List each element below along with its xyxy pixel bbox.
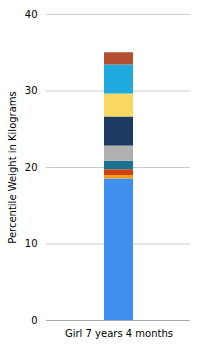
svg-text:Girl 7 years 4 months: Girl 7 years 4 months [65,328,173,339]
svg-text:30: 30 [25,85,38,96]
svg-text:10: 10 [25,238,38,249]
svg-text:Percentile Weight in Kilograms: Percentile Weight in Kilograms [7,91,18,244]
svg-text:40: 40 [25,9,38,20]
svg-text:0: 0 [31,315,37,326]
svg-text:20: 20 [25,162,38,173]
